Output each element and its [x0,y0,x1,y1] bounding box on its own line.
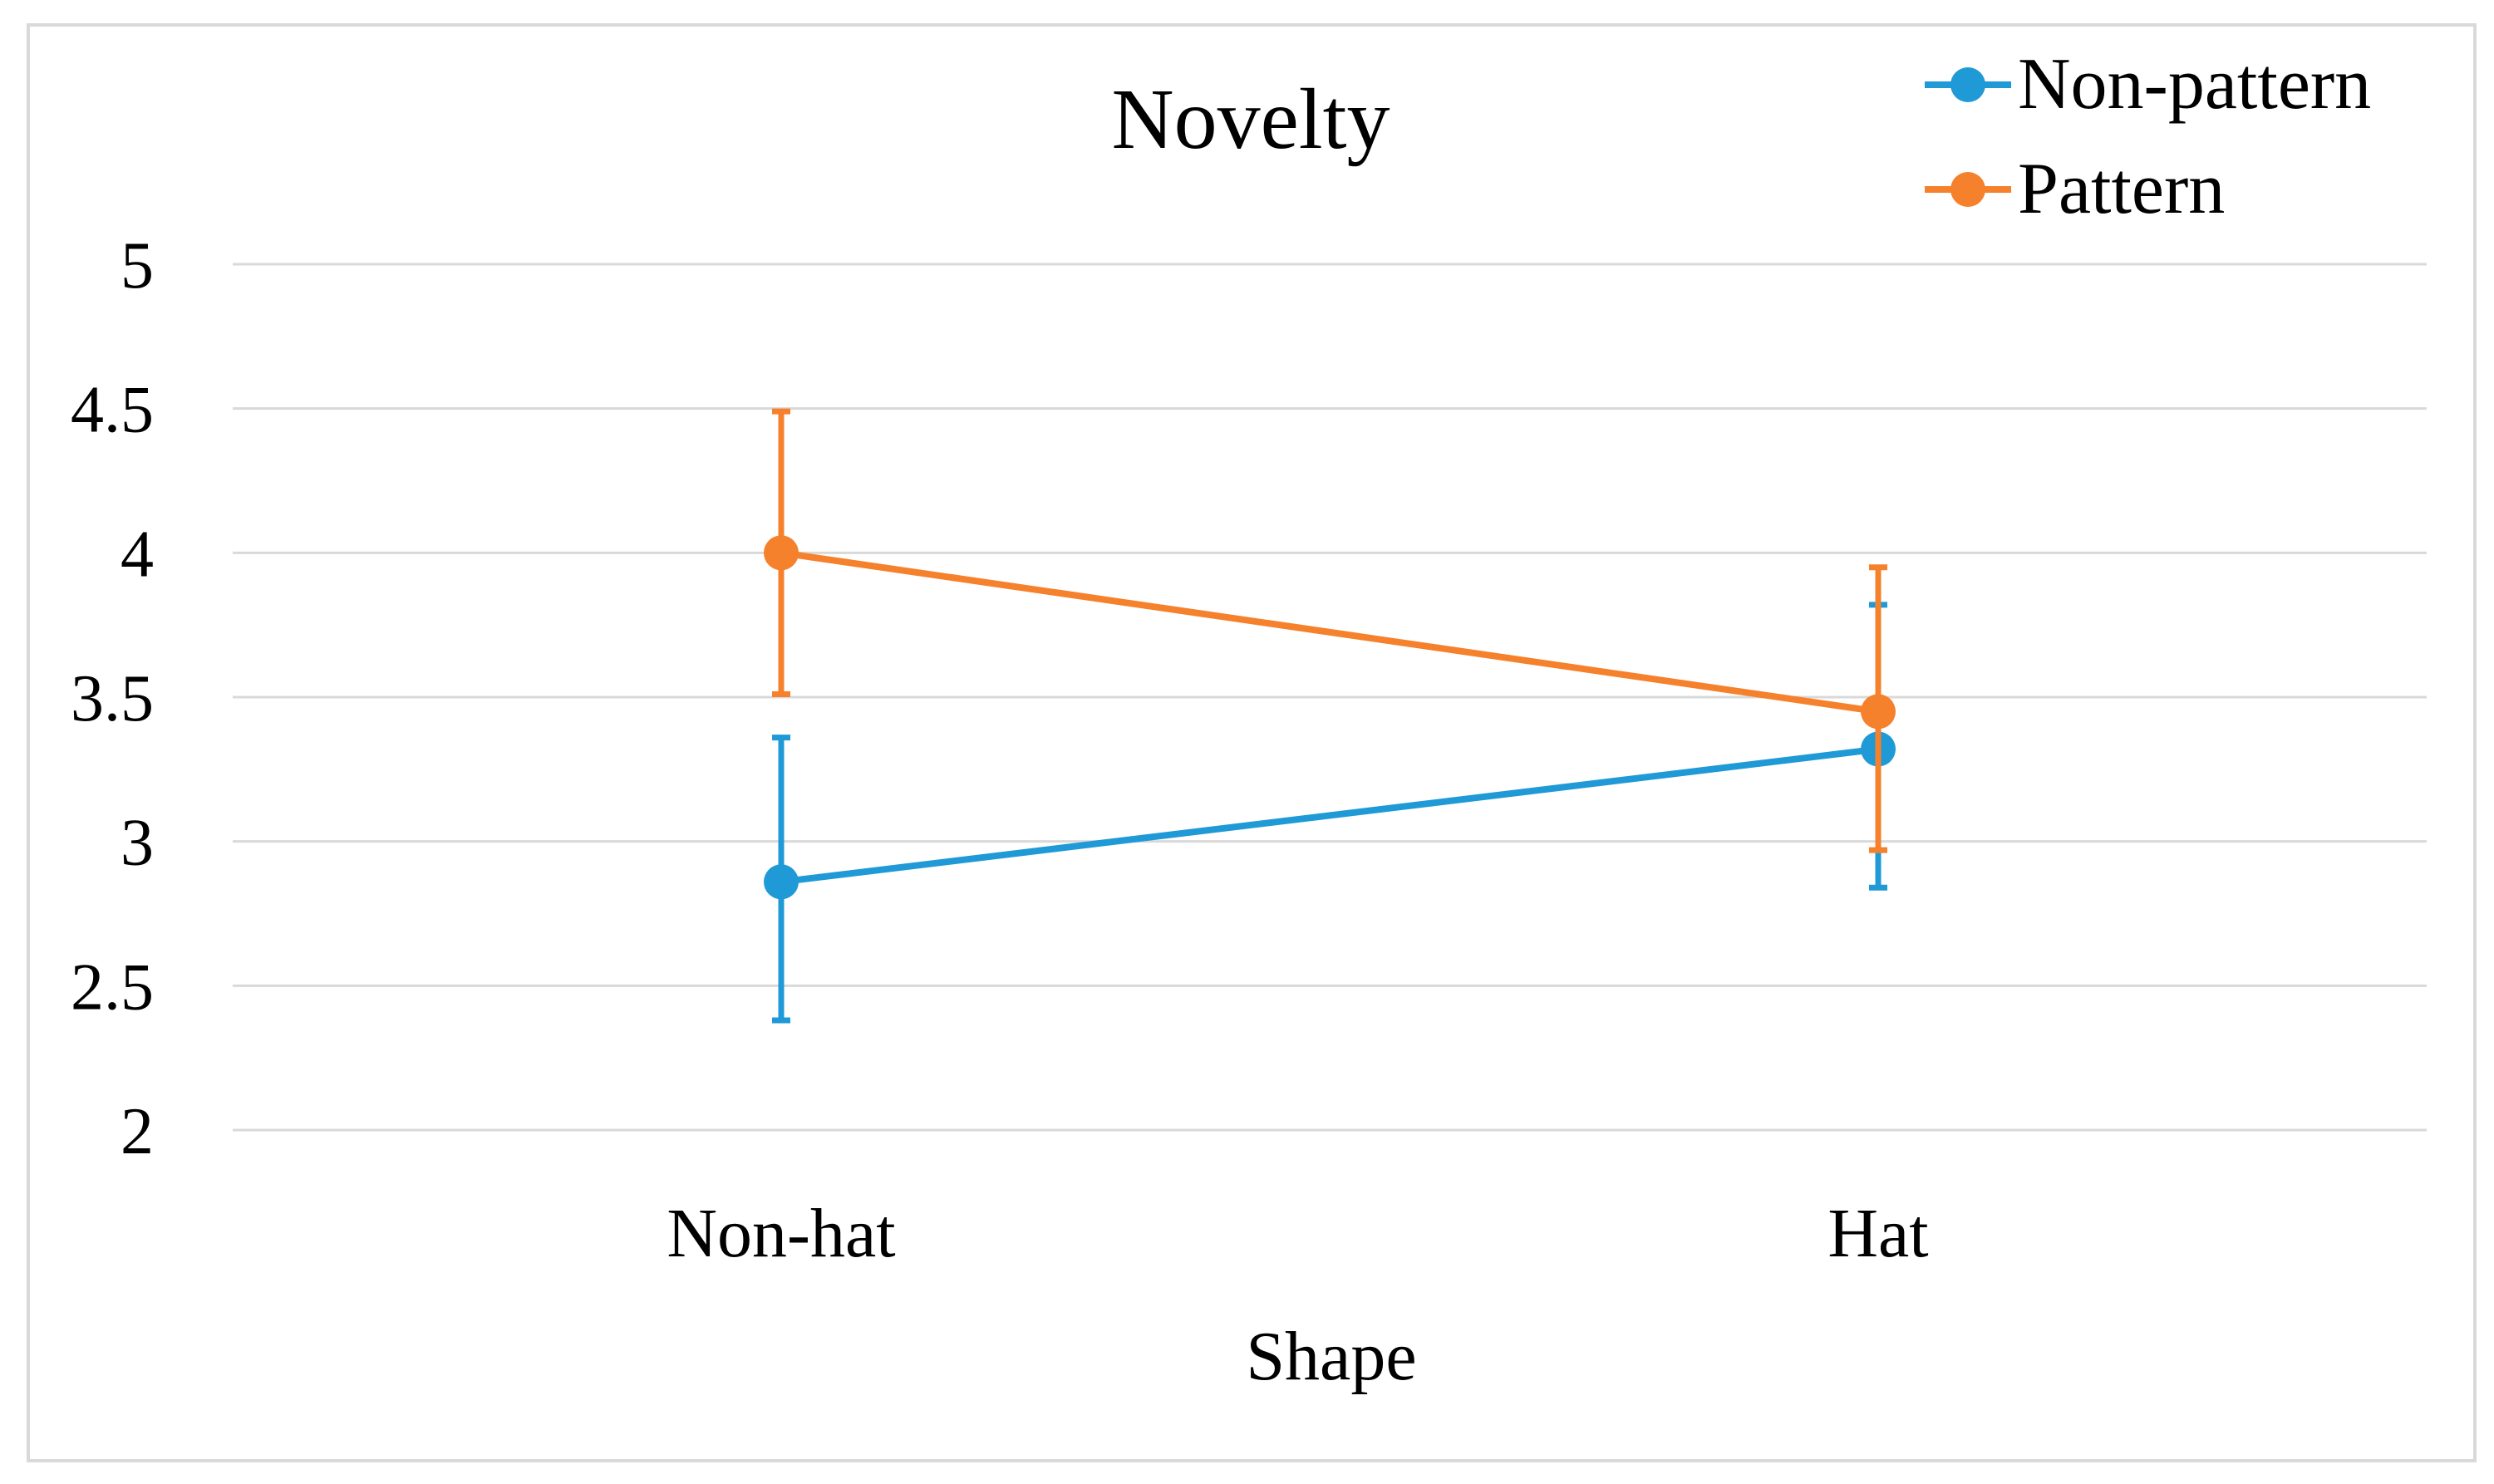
legend-swatch-marker [1950,172,1985,207]
series-line [780,745,1879,886]
legend: Non-pattern Pattern [1925,44,2371,229]
y-tick-label: 3 [121,807,154,880]
legend-swatch-marker [1950,67,1985,102]
x-tick-label: Non-hat [667,1195,895,1272]
chart-title: Novelty [1111,71,1390,167]
legend-item: Non-pattern [1925,44,2371,125]
series-pattern [764,408,1896,853]
y-tick-label: 5 [121,229,154,302]
legend-item: Pattern [1925,149,2225,229]
series-non-pattern [764,602,1896,1024]
y-axis-ticks: 5 4.5 4 3.5 3 2.5 2 [71,229,154,1168]
data-point [764,535,799,571]
legend-label: Non-pattern [2018,44,2371,125]
gridlines [233,263,2427,1132]
y-tick-label: 3.5 [71,662,154,735]
y-tick-label: 4 [121,518,154,591]
series-layer [764,408,1896,1024]
legend-label: Pattern [2018,149,2225,229]
data-point [764,864,799,900]
x-axis-ticks: Non-hat Hat [667,1195,1928,1272]
y-tick-label: 2 [121,1095,154,1168]
x-axis-title: Shape [1246,1318,1416,1395]
data-point [1861,694,1896,730]
series-line [780,549,1879,715]
y-tick-label: 2.5 [71,951,154,1024]
y-tick-label: 4.5 [71,374,154,447]
x-tick-label: Hat [1827,1195,1928,1272]
